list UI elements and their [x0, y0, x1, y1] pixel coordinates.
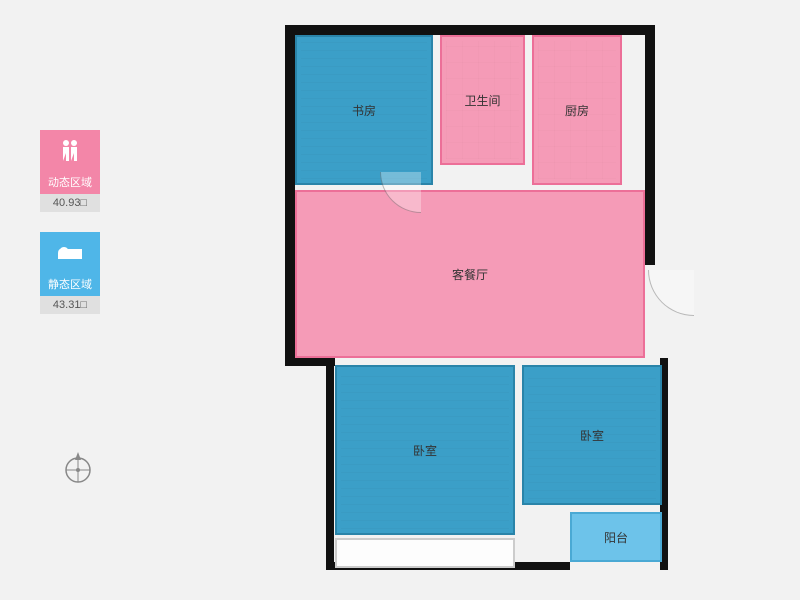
outer-wall — [645, 25, 655, 265]
room-study: 书房 — [295, 35, 433, 185]
legend-static: 静态区域 43.31□ — [40, 232, 100, 314]
room-kitchen: 厨房 — [532, 35, 622, 185]
outer-wall — [285, 25, 655, 35]
legend-dynamic-value: 40.93□ — [40, 194, 100, 212]
legend-dynamic-card: 动态区域 — [40, 130, 100, 194]
room-label-living: 客餐厅 — [452, 266, 488, 283]
room-bedroom2: 卧室 — [522, 365, 662, 505]
door-arc — [648, 270, 694, 316]
legend-static-label: 静态区域 — [40, 272, 100, 296]
room-living: 客餐厅 — [295, 190, 645, 358]
floor-plan: 书房卫生间厨房客餐厅卧室卧室阳台 — [280, 20, 675, 580]
outer-wall — [326, 358, 334, 570]
legend-dynamic-label: 动态区域 — [40, 170, 100, 194]
room-pale-area — [335, 538, 515, 568]
room-label-balcony: 阳台 — [604, 529, 628, 546]
people-icon — [40, 130, 100, 170]
room-label-kitchen: 厨房 — [565, 102, 589, 119]
room-bathroom: 卫生间 — [440, 35, 525, 165]
legend-static-value: 43.31□ — [40, 296, 100, 314]
compass-icon — [60, 450, 96, 486]
bed-icon — [40, 232, 100, 272]
room-label-study: 书房 — [352, 102, 376, 119]
legend-dynamic: 动态区域 40.93□ — [40, 130, 100, 212]
legend-static-card: 静态区域 — [40, 232, 100, 296]
outer-wall — [285, 25, 295, 365]
room-label-bedroom1: 卧室 — [413, 442, 437, 459]
room-label-bathroom: 卫生间 — [464, 92, 500, 109]
room-balcony: 阳台 — [570, 512, 662, 562]
room-bedroom1: 卧室 — [335, 365, 515, 535]
room-label-bedroom2: 卧室 — [580, 427, 604, 444]
legend-panel: 动态区域 40.93□ 静态区域 43.31□ — [40, 130, 100, 334]
